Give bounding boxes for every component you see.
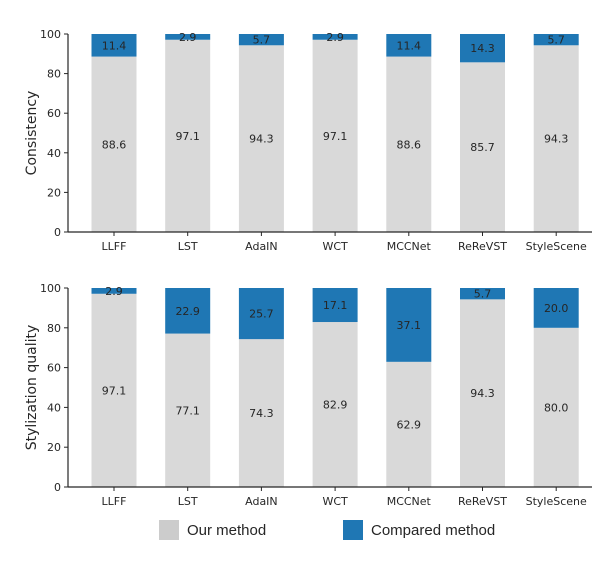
bar-compared-stylescene [533,288,579,328]
bar-label-compared-llff: 11.4 [102,39,127,52]
y-tick-label-0: 0 [54,481,61,494]
x-tick-label-lst: LST [178,240,198,253]
bar-label-compared-rerevst: 14.3 [470,42,495,55]
legend-label-our-method: Our method [187,522,266,539]
bar-compared-rerevst [460,34,505,63]
y-tick-label-80: 80 [47,68,61,81]
x-tick-label-adain: AdaIN [245,495,278,508]
bar-label-compared-rerevst: 5.7 [474,288,492,301]
y-tick-label-60: 60 [47,362,61,375]
bar-ours-stylescene [533,45,579,233]
bar-label-ours-llff: 88.6 [102,138,127,151]
bar-compared-rerevst [460,288,505,300]
bar-label-compared-llff: 2.9 [105,285,123,298]
y-tick-label-60: 60 [47,107,61,120]
bar-label-ours-mccnet: 62.9 [397,418,422,431]
bar-ours-mccnet [386,56,432,233]
legend-swatch-compared-method [343,520,363,540]
bar-label-ours-stylescene: 80.0 [544,401,569,414]
bar-ours-rerevst [460,62,505,233]
bar-label-ours-mccnet: 88.6 [397,138,422,151]
x-tick-label-mccnet: MCCNet [387,495,432,508]
bar-ours-wct [312,322,358,487]
bar-ours-llff [91,293,137,487]
bar-label-ours-rerevst: 85.7 [470,141,495,154]
bar-compared-llff [91,288,137,294]
legend-label-compared-method: Compared method [371,522,495,539]
bar-label-compared-lst: 2.9 [179,31,197,44]
bar-ours-lst [165,39,211,232]
bar-label-compared-mccnet: 11.4 [397,39,422,52]
bar-ours-adain [238,45,284,233]
bar-label-compared-stylescene: 5.7 [547,34,565,47]
bar-compared-wct [312,34,358,40]
y-tick-label-20: 20 [47,186,61,199]
stylization-quality-chart: 97.1 2.9 LLFF 77.1 22.9 LST 74.3 25.7 AdaIN 82.9 1… [24,282,592,508]
y-tick-label-100: 100 [40,28,61,41]
x-tick-label-wct: WCT [322,495,348,508]
bar-ours-adain [238,339,284,487]
bar-label-ours-wct: 82.9 [323,399,348,412]
y-axis-title: Consistency [24,91,40,176]
x-tick-label-stylescene: StyleScene [526,240,587,253]
y-axis-title: Stylization quality [24,325,40,451]
bar-label-ours-adain: 94.3 [249,133,274,146]
x-tick-label-wct: WCT [322,240,348,253]
bar-ours-mccnet [386,361,432,487]
bar-label-ours-adain: 74.3 [249,407,274,420]
bar-label-compared-wct: 17.1 [323,299,348,312]
bar-ours-lst [165,333,211,487]
bar-compared-mccnet [386,34,432,57]
bar-ours-stylescene [533,327,579,487]
y-tick-label-40: 40 [47,401,61,414]
bar-label-ours-llff: 97.1 [102,384,127,397]
bar-compared-stylescene [533,34,579,46]
y-tick-label-80: 80 [47,322,61,335]
x-tick-label-lst: LST [178,495,198,508]
y-tick-label-0: 0 [54,226,61,239]
bar-compared-llff [91,34,137,57]
consistency-chart: 88.6 11.4 LLFF 97.1 2.9 LST 94.3 5.7 AdaIN 97.1 2.… [24,28,592,253]
bar-label-compared-adain: 5.7 [253,34,271,47]
bar-label-compared-lst: 22.9 [175,305,200,318]
x-tick-label-llff: LLFF [102,240,127,253]
bar-ours-llff [91,56,137,233]
bar-compared-lst [165,34,211,40]
legend: Our method Compared method [159,520,495,540]
bar-compared-adain [238,34,284,46]
bar-compared-wct [312,288,358,323]
bar-label-ours-wct: 97.1 [323,130,348,143]
y-tick-label-20: 20 [47,441,61,454]
x-tick-label-rerevst: ReReVST [458,495,507,508]
x-tick-label-llff: LLFF [102,495,127,508]
y-tick-label-40: 40 [47,147,61,160]
bar-label-compared-stylescene: 20.0 [544,302,569,315]
bar-label-ours-lst: 77.1 [175,404,200,417]
bar-label-compared-mccnet: 37.1 [397,319,422,332]
bar-label-ours-lst: 97.1 [175,130,200,143]
bar-compared-lst [165,288,211,334]
bar-ours-rerevst [460,299,505,487]
x-tick-label-stylescene: StyleScene [526,495,587,508]
bar-compared-mccnet [386,288,432,362]
x-tick-label-adain: AdaIN [245,240,278,253]
bar-ours-wct [312,39,358,232]
legend-swatch-our-method [159,520,179,540]
x-tick-label-mccnet: MCCNet [387,240,432,253]
x-tick-label-rerevst: ReReVST [458,240,507,253]
bar-label-compared-adain: 25.7 [249,308,274,321]
bar-label-ours-stylescene: 94.3 [544,133,569,146]
bar-compared-adain [238,288,284,340]
bar-label-compared-wct: 2.9 [326,31,344,44]
y-tick-label-100: 100 [40,282,61,295]
bar-label-ours-rerevst: 94.3 [470,387,495,400]
